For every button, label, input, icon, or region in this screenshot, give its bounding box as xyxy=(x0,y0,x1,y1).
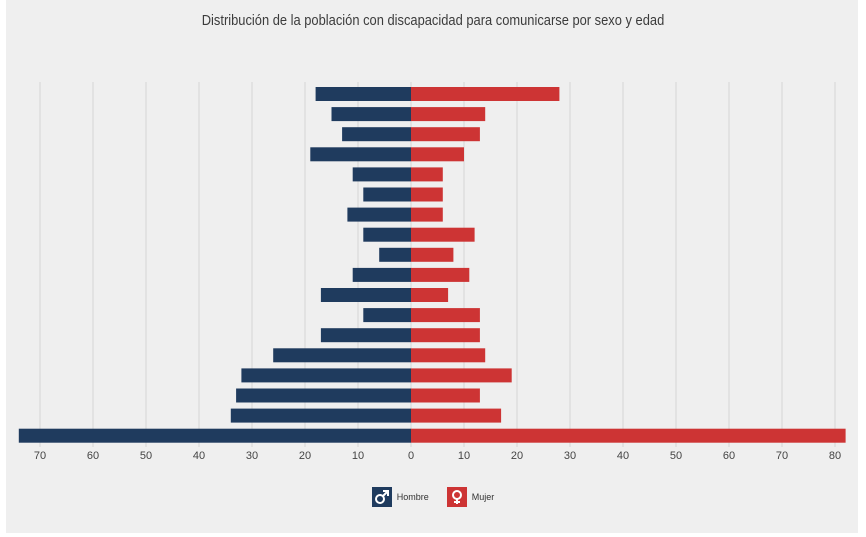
x-tick-label: 40 xyxy=(617,450,629,462)
bar-mujer[interactable] xyxy=(411,147,464,162)
legend-label-mujer: Mujer xyxy=(471,492,495,502)
male-symbol-icon xyxy=(371,487,392,507)
x-tick-label: 10 xyxy=(352,450,364,462)
bar-hombre[interactable] xyxy=(352,267,411,282)
x-tick-label: 40 xyxy=(193,450,205,462)
bar-hombre[interactable] xyxy=(347,207,411,222)
gridlines xyxy=(39,82,836,447)
x-tick-label: 50 xyxy=(670,450,682,462)
bar-hombre[interactable] xyxy=(363,308,411,323)
bar-hombre[interactable] xyxy=(363,187,411,202)
legend: Hombre Mujer xyxy=(0,487,866,507)
x-tick-label: 20 xyxy=(511,450,523,462)
legend-item-hombre[interactable]: Hombre xyxy=(371,487,429,507)
bar-hombre[interactable] xyxy=(320,328,411,343)
bar-hombre[interactable] xyxy=(342,127,411,142)
bar-mujer[interactable] xyxy=(411,428,846,443)
x-tick-label: 20 xyxy=(299,450,311,462)
legend-item-mujer[interactable]: Mujer xyxy=(446,487,495,507)
bar-mujer[interactable] xyxy=(411,388,480,403)
bar-mujer[interactable] xyxy=(411,107,486,122)
bar-mujer[interactable] xyxy=(411,308,480,323)
bar-hombre[interactable] xyxy=(241,368,411,383)
x-tick-label: 10 xyxy=(458,450,470,462)
bar-mujer[interactable] xyxy=(411,328,480,343)
bar-hombre[interactable] xyxy=(363,227,411,242)
chart-title: Distribución de la población con discapa… xyxy=(201,12,665,29)
bar-mujer[interactable] xyxy=(411,207,443,222)
bar-hombre[interactable] xyxy=(352,167,411,182)
bar-mujer[interactable] xyxy=(411,87,560,101)
x-tick-label: 30 xyxy=(246,450,258,462)
bar-mujer[interactable] xyxy=(411,368,512,383)
bar-hombre[interactable] xyxy=(273,348,411,363)
x-tick-label: 80 xyxy=(829,450,841,462)
bar-mujer[interactable] xyxy=(411,408,502,423)
x-tick-label: 50 xyxy=(140,450,152,462)
x-tick-label: 0 xyxy=(408,450,414,462)
bar-mujer[interactable] xyxy=(411,167,443,182)
bar-hombre[interactable] xyxy=(236,388,411,403)
bar-hombre[interactable] xyxy=(315,87,411,101)
bar-mujer[interactable] xyxy=(411,267,470,282)
bar-mujer[interactable] xyxy=(411,227,475,242)
bar-mujer[interactable] xyxy=(411,187,443,202)
bar-mujer[interactable] xyxy=(411,247,454,262)
x-axis-ticks: 70 60 50 40 30 20 10 0 10 20 30 40 50 60 70 80 xyxy=(34,450,841,462)
bar-mujer[interactable] xyxy=(411,127,480,142)
x-tick-label: 70 xyxy=(34,450,46,462)
x-tick-label: 60 xyxy=(723,450,735,462)
bar-hombre[interactable] xyxy=(230,408,411,423)
bar-mujer[interactable] xyxy=(411,348,486,363)
x-tick-label: 70 xyxy=(776,450,788,462)
female-symbol-icon xyxy=(446,487,467,507)
bars xyxy=(18,87,846,443)
bar-hombre[interactable] xyxy=(310,147,411,162)
bar-hombre[interactable] xyxy=(379,247,411,262)
bar-hombre[interactable] xyxy=(320,288,411,302)
x-tick-label: 60 xyxy=(87,450,99,462)
bar-hombre[interactable] xyxy=(18,428,412,443)
bar-mujer[interactable] xyxy=(411,288,449,302)
legend-label-hombre: Hombre xyxy=(396,492,429,502)
bar-hombre[interactable] xyxy=(331,107,412,122)
x-tick-label: 30 xyxy=(564,450,576,462)
